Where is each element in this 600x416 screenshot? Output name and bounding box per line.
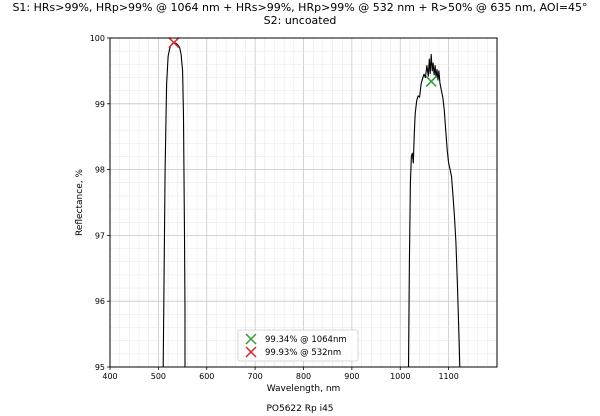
y-tick-label: 96 <box>95 297 105 306</box>
data-marker <box>425 75 437 87</box>
x-tick-label: 400 <box>102 372 117 381</box>
legend: 99.34% @ 1064nm 99.93% @ 532nm <box>237 329 359 362</box>
data-marker <box>168 37 180 49</box>
x-axis-ticks: 400 500 600 700 800 900 1000 1100 <box>102 367 459 381</box>
chart-title-line-2: S2: uncoated <box>263 14 337 27</box>
legend-marker <box>245 333 257 345</box>
legend-marker <box>245 346 257 358</box>
x-tick-label: 900 <box>344 372 359 381</box>
y-tick-label: 98 <box>95 166 105 175</box>
x-marker-stroke <box>245 346 257 358</box>
x-axis-label: Wavelength, nm <box>267 384 341 394</box>
x-marker-stroke <box>245 333 257 345</box>
grid-lines <box>109 37 498 368</box>
x-tick-label: 1000 <box>390 372 410 381</box>
y-tick-label: 95 <box>95 363 105 372</box>
x-tick-label: 800 <box>296 372 311 381</box>
x-tick-label: 500 <box>151 372 166 381</box>
chart-title-line-1: S1: HRs>99%, HRp>99% @ 1064 nm + HRs>99%… <box>12 1 588 14</box>
x-marker-stroke <box>168 37 180 49</box>
footer-caption: PO5622 Rp i45 <box>266 404 334 414</box>
reflectance-band-1 <box>162 42 186 368</box>
y-axis-label: Reflectance, % <box>75 169 85 236</box>
x-tick-label: 700 <box>247 372 262 381</box>
y-tick-label: 99 <box>95 100 105 109</box>
y-tick-label: 100 <box>90 34 105 43</box>
reflectance-chart: 400 500 600 700 800 900 1000 1100 95 96 97 98 99 100… <box>75 34 498 394</box>
y-axis-ticks: 95 96 97 98 99 100 <box>90 34 110 372</box>
x-tick-label: 600 <box>199 372 214 381</box>
legend-box <box>237 329 359 362</box>
y-tick-label: 97 <box>95 231 105 240</box>
x-tick-label: 1100 <box>438 372 458 381</box>
legend-entry-label: 99.93% @ 532nm <box>265 348 341 358</box>
reflectance-curves <box>162 42 461 368</box>
legend-entry-label: 99.34% @ 1064nm <box>265 335 347 345</box>
x-marker-stroke <box>425 75 437 87</box>
data-markers <box>168 37 437 87</box>
reflectance-band-2 <box>407 53 461 368</box>
